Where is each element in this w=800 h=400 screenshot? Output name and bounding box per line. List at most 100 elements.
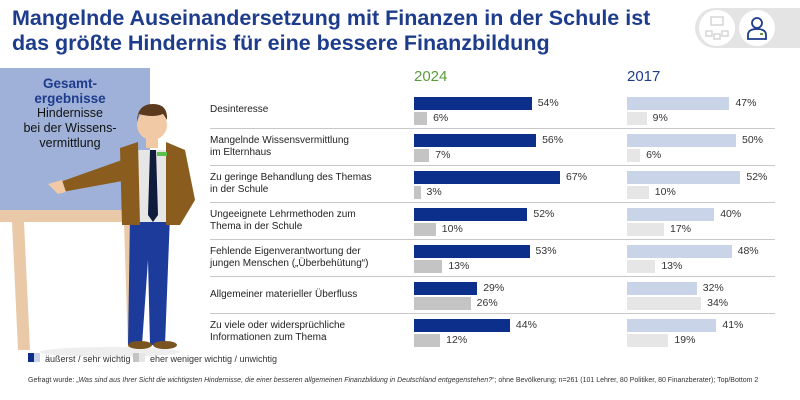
title-line-2: das größte Hindernis für eine bessere Fi…: [12, 31, 550, 55]
teacher-illustration: [48, 104, 195, 349]
bar: [414, 149, 430, 162]
bar: [627, 208, 715, 221]
category-label-line: jungen Menschen („Überbehütung“): [210, 258, 369, 269]
bar: [627, 149, 641, 162]
category-label: Desinteresse: [210, 104, 268, 116]
data-label: 26%: [476, 297, 498, 309]
data-label: 53%: [535, 245, 557, 257]
bar: [627, 245, 732, 258]
legend-swatch: [133, 353, 145, 364]
data-label: 52%: [746, 171, 768, 183]
data-label: 44%: [515, 319, 537, 331]
data-label: 40%: [720, 208, 742, 220]
category-label: Zu viele oder widersprüchliche Informatio…: [210, 320, 345, 344]
bar: [414, 223, 436, 236]
legend-swatch: [28, 353, 40, 364]
data-label: 6%: [646, 149, 662, 161]
data-label: 6%: [433, 112, 449, 124]
data-label: 48%: [737, 245, 759, 257]
category-label-line: Allgemeiner materieller Überfluss: [210, 289, 358, 300]
footnote-question: Was sind aus Ihrer Sicht die wichtigsten…: [78, 377, 493, 384]
year-2024: 2024: [414, 68, 448, 85]
category-label-line: Zu geringe Behandlung des Themas: [210, 172, 372, 183]
bar: [414, 282, 478, 295]
bar: [414, 245, 530, 258]
legend-important: äußerst / sehr wichtig: [28, 353, 131, 364]
data-label: 29%: [483, 282, 505, 294]
bar: [414, 319, 510, 332]
row-separator: [210, 128, 775, 129]
bar: [627, 112, 647, 125]
bar: [627, 171, 741, 184]
bar: [627, 260, 656, 273]
category-label: Allgemeiner materieller Überfluss: [210, 289, 357, 301]
data-label: 17%: [670, 223, 692, 235]
bar: [627, 282, 697, 295]
bar: [414, 260, 443, 273]
bar: [414, 112, 428, 125]
bar: [414, 297, 471, 310]
legend-label: eher weniger wichtig / unwichtig: [150, 353, 278, 364]
data-label: 47%: [735, 97, 757, 109]
category-label-line: Desinteresse: [210, 104, 269, 115]
footnote: Gefragt wurde: „Was sind aus Ihrer Sicht…: [28, 377, 758, 384]
category-label: Ungeeignete Lehrmethoden zum Thema in der…: [210, 209, 356, 233]
board-heading: Gesamt-: [42, 76, 98, 91]
category-label: Zu geringe Behandlung des Themas in der S…: [210, 172, 372, 196]
board-heading-2: ergebnisse: [34, 91, 106, 106]
bar: [414, 134, 537, 147]
data-label: 7%: [435, 149, 451, 161]
bar: [627, 97, 730, 110]
data-label: 34%: [707, 297, 729, 309]
data-label: 12%: [446, 334, 468, 346]
data-label: 19%: [674, 334, 696, 346]
row-separator: [210, 276, 775, 277]
icon-strip: [695, 8, 800, 48]
bar: [414, 186, 421, 199]
data-label: 56%: [542, 134, 564, 146]
category-label-line: Mangelnde Wissensvermittlung: [210, 135, 349, 146]
data-label: 41%: [722, 319, 744, 331]
category-label-line: im Elternhaus: [210, 147, 272, 158]
bar: [627, 334, 669, 347]
footnote-prefix: Gefragt wurde: „: [28, 377, 79, 384]
data-label: 13%: [661, 260, 683, 272]
category-label-line: Fehlende Eigenverantwortung der: [210, 246, 361, 257]
data-label: 13%: [448, 260, 470, 272]
board-line: vermittlung: [39, 136, 101, 150]
data-label: 9%: [652, 112, 668, 124]
board-line: bei der Wissens-: [23, 121, 117, 135]
bar: [414, 334, 441, 347]
data-label: 10%: [654, 186, 676, 198]
legend-unimportant: eher weniger wichtig / unwichtig: [133, 353, 277, 364]
bar: [414, 171, 561, 184]
board-line: Hindernisse: [36, 106, 103, 120]
data-label: 52%: [533, 208, 555, 220]
person-icon: [739, 10, 775, 46]
category-label-line: in der Schule: [210, 184, 269, 195]
bar: [627, 186, 649, 199]
row-separator: [210, 165, 775, 166]
bar: [627, 223, 665, 236]
data-label: 10%: [441, 223, 463, 235]
bar: [627, 297, 702, 310]
category-label-line: Informationen zum Thema: [210, 332, 327, 343]
category-label: Fehlende Eigenverantwortung der jungen Me…: [210, 246, 368, 270]
legend-label: äußerst / sehr wichtig: [45, 353, 131, 364]
data-label: 54%: [537, 97, 559, 109]
hierarchy-icon: [699, 10, 735, 46]
footnote-suffix: “; ohne Bevölkerung; n=261 (101 Lehrer, …: [492, 377, 759, 384]
category-label-line: Zu viele oder widersprüchliche: [210, 320, 346, 331]
row-separator: [210, 313, 775, 314]
category-label: Mangelnde Wissensvermittlung im Elternhau…: [210, 135, 349, 159]
data-label: 67%: [566, 171, 588, 183]
page-title: Mangelnde Auseinandersetzung mit Finanze…: [12, 6, 652, 56]
data-label: 3%: [426, 186, 442, 198]
data-label: 50%: [742, 134, 764, 146]
board-text: Gesamt- ergebnisse Hindernisse bei der W…: [0, 76, 140, 151]
row-separator: [210, 239, 775, 240]
title-line-1: Mangelnde Auseinandersetzung mit Finanze…: [12, 6, 651, 30]
bar: [414, 208, 528, 221]
category-label-line: Ungeeignete Lehrmethoden zum: [210, 209, 356, 220]
year-2017: 2017: [627, 68, 661, 85]
